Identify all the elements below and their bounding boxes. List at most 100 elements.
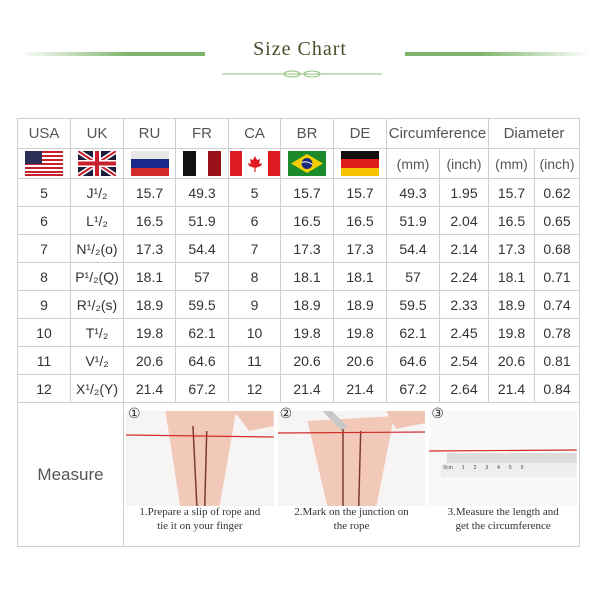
table-cell: 15.7 xyxy=(280,178,334,207)
table-cell: 6 xyxy=(228,206,281,235)
table-cell: 5 xyxy=(228,178,281,207)
table-cell: 9 xyxy=(228,290,281,319)
table-cell: 0.68 xyxy=(533,234,581,263)
header-fr: FR xyxy=(175,118,229,149)
ruler-photo: 0cm 1 2 3 4 5 6 xyxy=(429,411,578,506)
step-number: ② xyxy=(279,405,293,421)
table-cell: 2.24 xyxy=(439,262,489,291)
step-number: ③ xyxy=(431,405,444,421)
table-cell: 0.62 xyxy=(533,178,581,207)
table-cell: 0.65 xyxy=(533,206,581,235)
table-cell: 11 xyxy=(228,346,281,375)
table-cell: 18.9 xyxy=(333,290,387,319)
flag-row: (mm) (inch) (mm) (inch) xyxy=(17,148,581,179)
table-cell: 6 xyxy=(17,206,71,235)
table-cell: N¹/₂(o) xyxy=(70,234,124,263)
table-cell: 19.8 xyxy=(333,318,387,347)
table-cell: 21.4 xyxy=(280,374,334,403)
table-cell: 2.33 xyxy=(439,290,489,319)
table-cell: 8 xyxy=(228,262,281,291)
france-flag-icon xyxy=(183,151,221,176)
table-row: 10 T¹/₂ 19.8 62.1 10 19.8 19.8 62.1 2.45 19.8 0.78 xyxy=(17,318,581,347)
unit-circ-inch: (inch) xyxy=(439,148,489,179)
hand-rope-photo xyxy=(126,411,274,506)
table-cell: 18.1 xyxy=(280,262,334,291)
table-cell: 12 xyxy=(17,374,71,403)
table-cell: 0.74 xyxy=(533,290,581,319)
header-ru: RU xyxy=(123,118,176,149)
unit-diam-inch: (inch) xyxy=(533,148,581,179)
table-cell: 67.2 xyxy=(386,374,440,403)
table-row: 7 N¹/₂(o) 17.3 54.4 7 17.3 17.3 54.4 2.14 17.3 0.6… xyxy=(17,234,581,263)
table-cell: 20.6 xyxy=(488,346,535,375)
measure-row: Measure ① 1.Prepare a slip of rope and t… xyxy=(17,402,581,547)
measure-step-2: ② 2.Mark on the junction on the rope xyxy=(276,403,428,546)
germany-flag-icon xyxy=(341,151,379,176)
ruler-tick-label: 5 xyxy=(508,465,512,471)
table-cell: 2.54 xyxy=(439,346,489,375)
table-cell: 5 xyxy=(17,178,71,207)
header-row: USA UK RU FR CA BR DE Circumference Diam… xyxy=(17,118,581,149)
header-diameter: Diameter xyxy=(487,118,581,149)
table-cell: 64.6 xyxy=(386,346,440,375)
ruler-tick-label: 4 xyxy=(497,465,500,471)
table-cell: 15.7 xyxy=(333,178,387,207)
step-caption: 2.Mark on the junction on the rope xyxy=(294,506,409,532)
table-cell: 2.64 xyxy=(439,374,489,403)
table-cell: 17.3 xyxy=(488,234,535,263)
table-cell: 20.6 xyxy=(333,346,387,375)
table-cell: 18.1 xyxy=(123,262,176,291)
table-row: 11 V¹/₂ 20.6 64.6 11 20.6 20.6 64.6 2.54 20.6 0.81 xyxy=(17,346,581,375)
table-cell: 15.7 xyxy=(488,178,535,207)
table-cell: J¹/₂ xyxy=(70,178,124,207)
table-cell: 0.81 xyxy=(533,346,581,375)
table-cell: L¹/₂ xyxy=(70,206,124,235)
header-usa: USA xyxy=(17,118,71,149)
table-cell: 62.1 xyxy=(386,318,440,347)
table-cell: 21.4 xyxy=(488,374,535,403)
ruler-tick-label: 1 xyxy=(461,465,465,471)
header-uk: UK xyxy=(70,118,124,149)
table-cell: 49.3 xyxy=(386,178,440,207)
uk-flag-icon xyxy=(78,151,116,176)
table-cell: 0.84 xyxy=(533,374,581,403)
table-cell: 11 xyxy=(17,346,71,375)
table-row: 6 L¹/₂ 16.5 51.9 6 16.5 16.5 51.9 2.04 16.5 0.65 xyxy=(17,206,581,235)
canada-flag-icon xyxy=(229,151,280,176)
table-cell: 17.3 xyxy=(333,234,387,263)
table-cell: 8 xyxy=(17,262,71,291)
header-ca: CA xyxy=(228,118,281,149)
table-cell: 51.9 xyxy=(175,206,229,235)
header-circumference: Circumference xyxy=(386,118,489,149)
ornament-divider xyxy=(222,70,382,78)
table-cell: 62.1 xyxy=(175,318,229,347)
table-cell: 7 xyxy=(17,234,71,263)
table-cell: 0.78 xyxy=(533,318,581,347)
table-cell: 57 xyxy=(386,262,440,291)
russia-flag-icon xyxy=(130,151,169,176)
table-cell: 19.8 xyxy=(488,318,535,347)
header-br: BR xyxy=(280,118,334,149)
table-cell: 21.4 xyxy=(123,374,176,403)
table-cell: 16.5 xyxy=(123,206,176,235)
ruler-tick-label: 2 xyxy=(473,465,477,471)
step-caption: 1.Prepare a slip of rope and tie it on y… xyxy=(139,506,261,532)
table-cell: 19.8 xyxy=(123,318,176,347)
table-cell: 59.5 xyxy=(386,290,440,319)
unit-circ-mm: (mm) xyxy=(386,148,440,179)
table-cell: 2.45 xyxy=(439,318,489,347)
measure-step-1: ① 1.Prepare a slip of rope and tie it on… xyxy=(124,403,276,546)
measure-label: Measure xyxy=(17,402,124,547)
table-row: 12 X¹/₂(Y) 21.4 67.2 12 21.4 21.4 67.2 2.64 21.4 0… xyxy=(17,374,581,403)
table-cell: 15.7 xyxy=(123,178,176,207)
table-cell: 9 xyxy=(17,290,71,319)
page-title: Size Chart xyxy=(253,38,347,60)
table-cell: T¹/₂ xyxy=(70,318,124,347)
brazil-flag-icon xyxy=(288,151,326,176)
table-cell: 18.1 xyxy=(333,262,387,291)
table-cell: 0.71 xyxy=(533,262,581,291)
table-cell: P¹/₂(Q) xyxy=(70,262,124,291)
table-cell: 18.9 xyxy=(280,290,334,319)
table-cell: 19.8 xyxy=(280,318,334,347)
table-cell: 49.3 xyxy=(175,178,229,207)
